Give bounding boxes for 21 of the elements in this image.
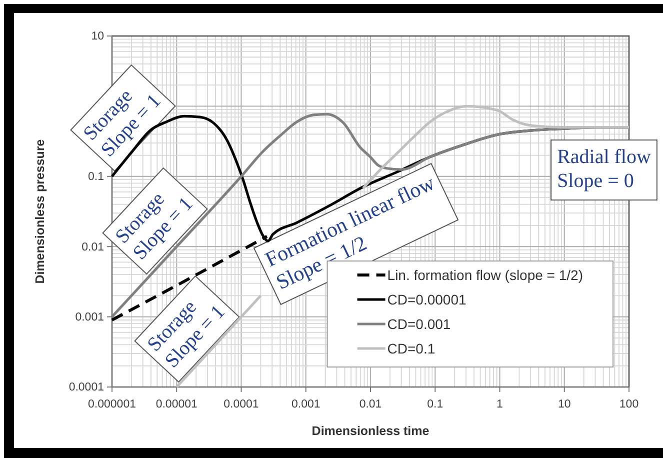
y-tick-label: 10 <box>91 30 104 43</box>
x-tick-label: 100 <box>619 398 639 411</box>
y-tick-label: 0.01 <box>82 241 104 254</box>
legend-label: CD=0.001 <box>387 316 451 332</box>
annotation: Radial flow Slope = 0 <box>557 146 652 192</box>
y-tick-label: 0.001 <box>75 311 104 324</box>
y-tick-label: 0.0001 <box>68 382 104 394</box>
legend-label: CD=0.1 <box>387 340 436 356</box>
x-axis-title: Dimensionless time <box>312 424 430 438</box>
x-tick-label: 0.000001 <box>88 398 136 411</box>
legend-label: CD=0.00001 <box>387 292 466 308</box>
y-axis-title: Dimensionless pressure <box>33 139 47 284</box>
y-tick-label: 0.1 <box>88 171 104 184</box>
legend-label: Lin. formation flow (slope = 1/2) <box>387 267 583 283</box>
x-tick-label: 0.00001 <box>156 398 198 411</box>
x-tick-label: 1 <box>496 398 503 411</box>
x-tick-label: 0.1 <box>427 398 444 411</box>
x-tick-label: 0.001 <box>291 398 320 411</box>
x-tick-label: 0.0001 <box>224 398 259 411</box>
x-tick-label: 10 <box>558 398 571 411</box>
x-tick-label: 0.01 <box>359 398 382 411</box>
